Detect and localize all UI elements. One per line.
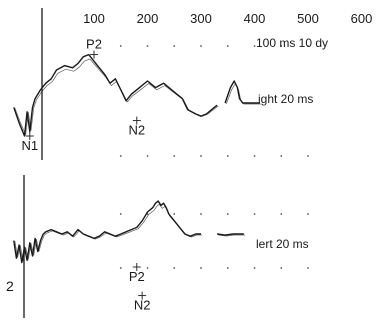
grid-dot (119, 213, 122, 215)
dotted-grid (119, 45, 309, 269)
grid-dot (200, 213, 202, 215)
x-tick-label: 200 (137, 11, 159, 26)
grid-dot (173, 213, 176, 215)
x-tick-label: 600 (351, 11, 373, 26)
peak-label: P2 (129, 269, 145, 284)
lower-caption: lert 20 ms (256, 237, 309, 251)
upper-waveforms (13, 53, 262, 137)
lower-axis-label: 2 (6, 278, 14, 294)
grid-dot (253, 155, 256, 157)
grid-dot (146, 267, 149, 269)
waveform-trace (13, 200, 201, 264)
peak-label: N1 (21, 138, 38, 153)
grid-dot (280, 155, 283, 157)
x-tick-labels: 100 200 300 400 500 600 (83, 11, 372, 26)
waveform-trace-overlay (218, 234, 245, 237)
waveform-trace (224, 80, 260, 104)
grid-dot (280, 213, 283, 215)
x-tick-label: 300 (190, 11, 212, 26)
grid-dot (226, 267, 229, 269)
grid-dot (226, 155, 229, 157)
grid-dot (253, 45, 256, 47)
waveform-trace-overlay (225, 82, 262, 105)
grid-dot (253, 213, 256, 215)
upper-panel: P2 N2 N1 100 ms 10 dy ight 20 ms (13, 36, 328, 153)
grid-dot (119, 45, 122, 47)
grid-dot (146, 45, 149, 47)
upper-peak-labels: P2 N2 N1 (21, 37, 145, 153)
grid-dot (119, 155, 122, 157)
grid-dot (200, 155, 202, 157)
x-tick-label: 400 (244, 11, 266, 26)
x-tick-label: 500 (297, 11, 319, 26)
grid-dot (173, 45, 176, 47)
lower-panel: P2 N2 lert 20 ms 2 (6, 200, 309, 313)
grid-dot (307, 155, 309, 157)
grid-dot (280, 45, 283, 47)
waveform-trace-overlay (14, 58, 219, 137)
grid-dot (307, 45, 309, 47)
grid-dot (173, 267, 176, 269)
grid-dot (200, 45, 202, 47)
grid-dot (307, 213, 309, 215)
waveform-trace-overlay (14, 203, 203, 262)
grid-dot (226, 45, 229, 47)
waveform-trace (217, 233, 244, 236)
grid-dot (280, 267, 283, 269)
grid-dot (146, 155, 149, 157)
grid-dot (173, 155, 176, 157)
peak-label: N2 (128, 123, 145, 138)
lower-peak-labels: P2 N2 (129, 263, 151, 313)
lower-waveforms (13, 200, 245, 264)
grid-dot (119, 267, 122, 269)
peak-label: N2 (134, 298, 151, 313)
upper-caption-line-2: ight 20 ms (258, 92, 313, 106)
grid-dot (226, 213, 229, 215)
peak-label: P2 (86, 37, 102, 52)
waveform-trace (13, 53, 218, 137)
x-tick-label: 100 (83, 11, 105, 26)
grid-dot (253, 267, 256, 269)
grid-dot (307, 267, 309, 269)
upper-caption-line-1: 100 ms 10 dy (256, 36, 328, 50)
grid-dot (200, 267, 202, 269)
